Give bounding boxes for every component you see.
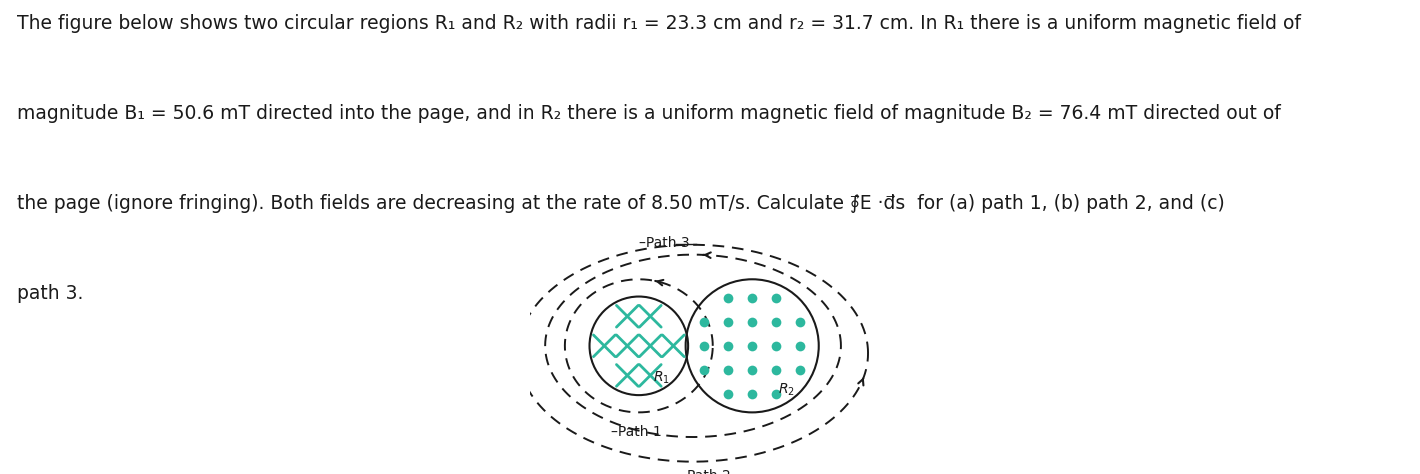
- Text: the page (ignore fringing). Both fields are decreasing at the rate of 8.50 mT/s.: the page (ignore fringing). Both fields …: [17, 194, 1225, 213]
- Text: $R_2$: $R_2$: [778, 382, 795, 398]
- Text: $R_1$: $R_1$: [653, 370, 669, 386]
- Text: The figure below shows two circular regions R₁ and R₂ with radii r₁ = 23.3 cm an: The figure below shows two circular regi…: [17, 14, 1301, 33]
- Text: –Path 3: –Path 3: [639, 236, 690, 250]
- Text: Path 2–: Path 2–: [687, 469, 738, 474]
- Text: –Path 1: –Path 1: [611, 425, 662, 439]
- Text: path 3.: path 3.: [17, 284, 84, 303]
- Text: magnitude B₁ = 50.6 mT directed into the page, and in R₂ there is a uniform magn: magnitude B₁ = 50.6 mT directed into the…: [17, 104, 1281, 123]
